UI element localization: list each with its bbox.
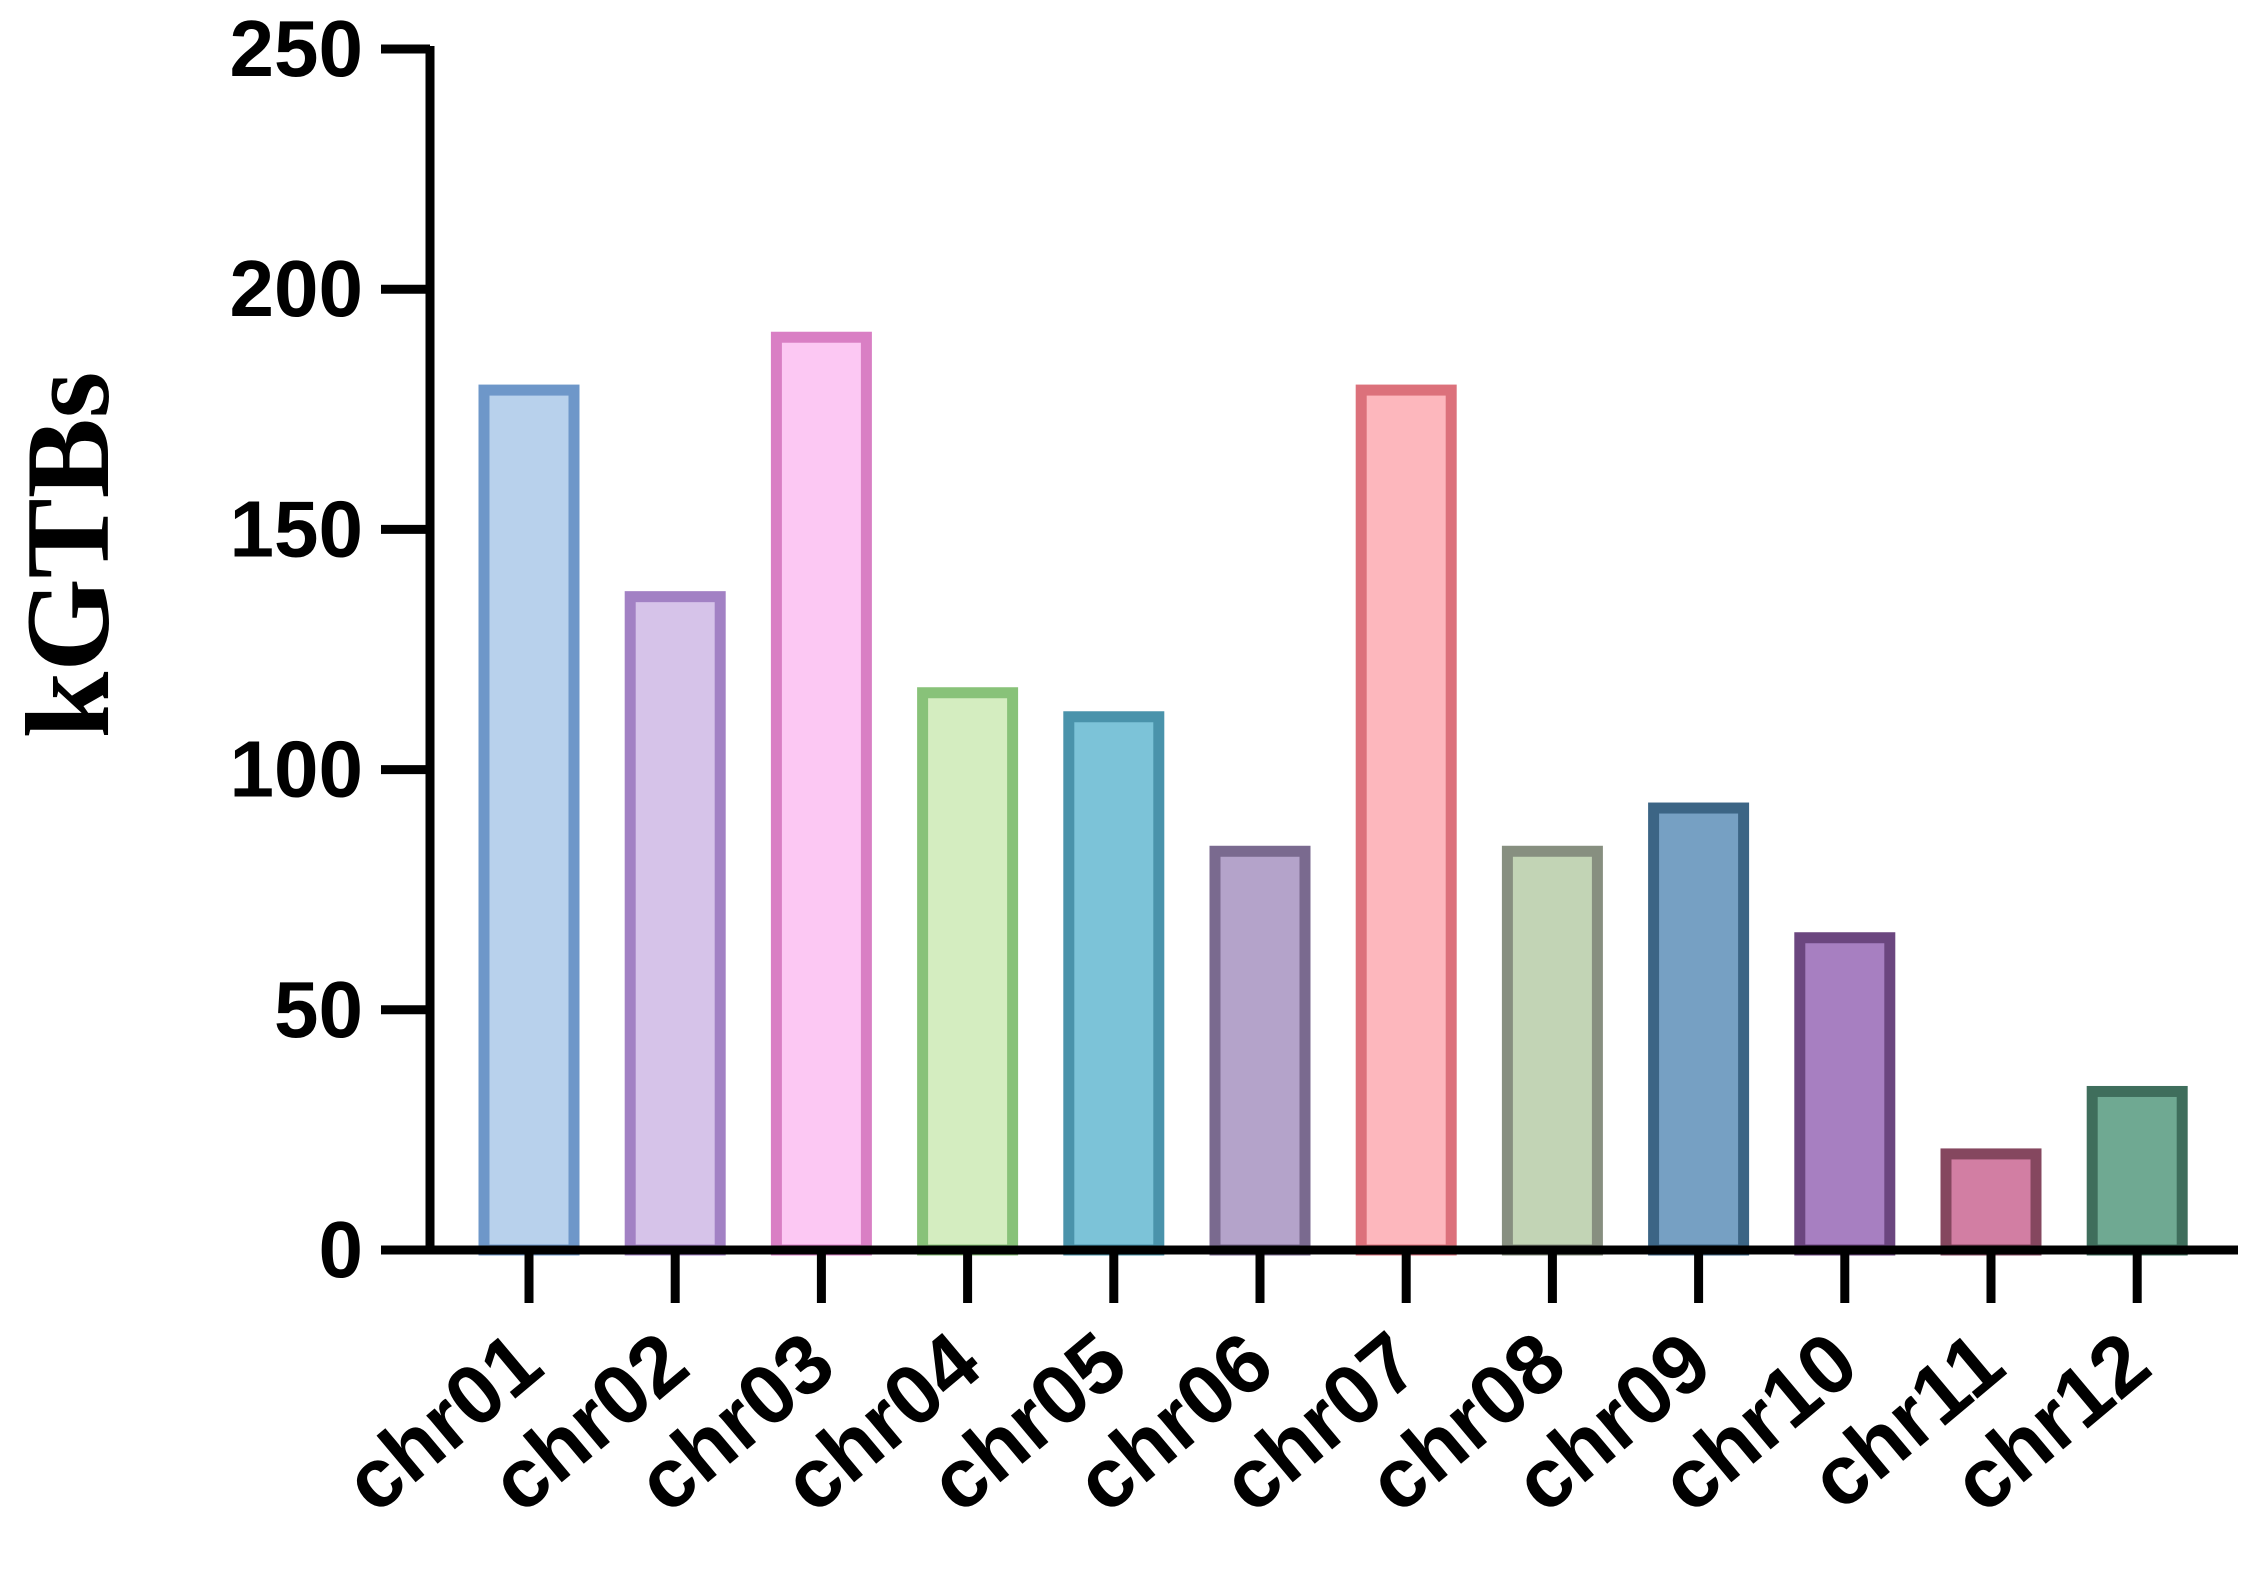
bars: [478, 331, 2188, 1256]
bar-chr10: [1794, 932, 1896, 1256]
y-tick-label-250: 250: [230, 4, 363, 93]
bar-chr03: [770, 331, 872, 1256]
x-ticks: chr01chr02chr03chr04chr05chr06chr07chr08…: [326, 1250, 2167, 1530]
bar-chr09: [1648, 802, 1750, 1256]
bar-chr11: [1940, 1148, 2042, 1256]
axes: [425, 46, 2238, 1255]
bar-chr01: [478, 384, 580, 1256]
bar-chr05: [1063, 711, 1165, 1256]
y-tick-label-100: 100: [230, 725, 363, 814]
bar-chr02: [624, 591, 726, 1256]
y-tick-label-0: 0: [319, 1205, 364, 1294]
bar-chr06: [1209, 845, 1311, 1256]
bar-chr08: [1501, 845, 1603, 1256]
y-tick-label-200: 200: [230, 244, 363, 333]
y-ticks: 0 50 100 150 200 250: [230, 4, 430, 1294]
y-tick-label-150: 150: [230, 484, 363, 573]
bar-chr12: [2086, 1085, 2188, 1256]
y-axis-label: kGTBs: [1, 372, 134, 739]
bar-chr04: [917, 687, 1019, 1256]
y-tick-label-50: 50: [274, 965, 363, 1054]
bar-chr07: [1355, 384, 1457, 1256]
